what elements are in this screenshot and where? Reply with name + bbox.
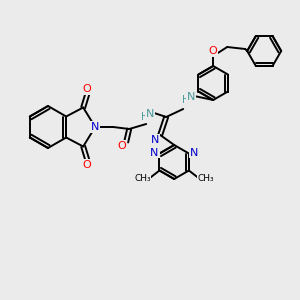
- Text: O: O: [83, 85, 92, 94]
- Text: O: O: [209, 46, 218, 56]
- Text: N: N: [187, 92, 195, 102]
- Text: N: N: [190, 148, 198, 158]
- Text: CH₃: CH₃: [134, 174, 151, 183]
- Text: N: N: [91, 122, 99, 132]
- Text: N: N: [146, 109, 154, 119]
- Text: H: H: [142, 112, 149, 122]
- Text: N: N: [150, 148, 159, 158]
- Text: CH₃: CH₃: [198, 174, 214, 183]
- Text: N: N: [151, 135, 159, 145]
- Text: O: O: [118, 141, 127, 151]
- Text: H: H: [182, 95, 190, 105]
- Text: O: O: [83, 160, 92, 170]
